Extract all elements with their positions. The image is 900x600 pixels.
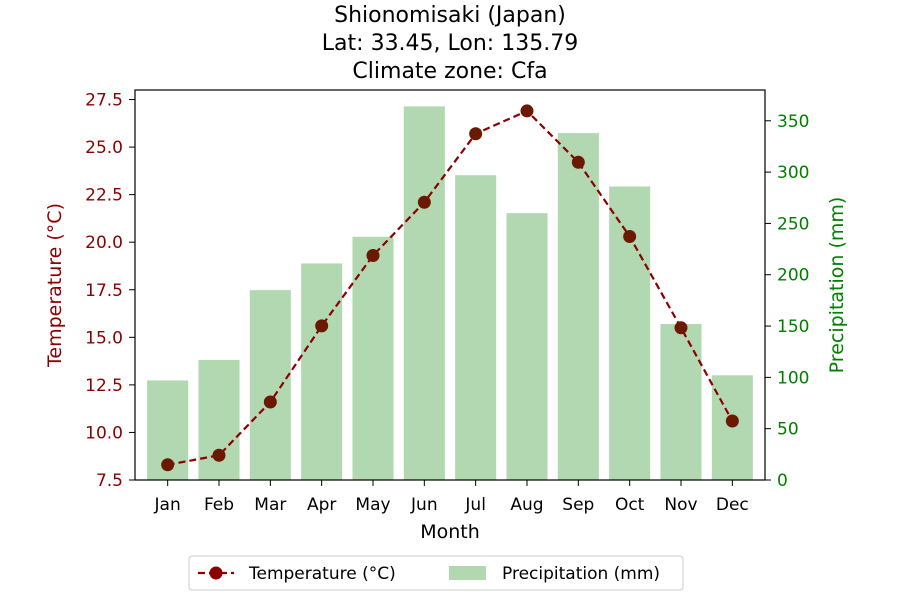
x-tick-label: Jul <box>464 495 486 515</box>
precipitation-bar-mar <box>249 290 291 480</box>
right-tick-label: 250 <box>777 214 809 234</box>
precipitation-bar-nov <box>660 324 702 480</box>
x-tick-label: Dec <box>716 495 749 515</box>
x-tick-label: Mar <box>254 495 286 515</box>
temperature-point-jul <box>469 127 483 141</box>
temperature-line <box>161 104 739 472</box>
precipitation-bars <box>147 106 753 480</box>
temperature-point-sep <box>571 155 585 169</box>
precipitation-bar-aug <box>506 213 548 480</box>
temperature-series-line <box>167 109 734 466</box>
chart-title: Shionomisaki (Japan) Lat: 33.45, Lon: 13… <box>322 3 578 84</box>
legend-box <box>188 555 684 591</box>
legend: Temperature (°C) Precipitation (mm) <box>188 555 684 591</box>
left-tick-label: 7.5 <box>96 471 123 491</box>
precipitation-bar-jul <box>455 175 497 480</box>
temperature-point-nov <box>674 321 688 335</box>
right-tick-label: 200 <box>777 266 809 286</box>
x-tick-label: Jun <box>410 495 438 515</box>
title-line-1: Shionomisaki (Japan) <box>334 3 566 28</box>
plot-frame <box>134 89 766 481</box>
legend-temperature-label: Temperature (°C) <box>248 564 396 584</box>
temperature-point-mar <box>263 395 277 409</box>
x-tick-label: Aug <box>510 495 543 515</box>
right-tick-label: 150 <box>777 317 809 337</box>
left-tick-label: 10.0 <box>85 423 123 443</box>
left-axis-label: Temperature (°C) <box>44 203 66 368</box>
left-tick-label: 17.5 <box>85 281 123 301</box>
x-tick-label: Apr <box>307 495 336 515</box>
left-tick-label: 25.0 <box>85 138 123 158</box>
left-tick-label: 20.0 <box>85 233 123 253</box>
precipitation-bar-feb <box>198 359 240 480</box>
x-axis: Jan Feb Mar Apr May Jun Jul Aug Sep Oct Nov Dec <box>154 480 749 515</box>
right-axis: 0 50 100 150 200 250 300 350 <box>765 112 809 491</box>
precipitation-bar-sep <box>557 133 599 480</box>
right-axis-label: Precipitation (mm) <box>826 197 848 374</box>
temperature-point-feb <box>212 448 226 462</box>
right-tick-label: 100 <box>777 368 809 388</box>
x-tick-label: May <box>355 495 390 515</box>
x-axis-label: Month <box>420 521 480 543</box>
precipitation-bar-apr <box>301 263 343 480</box>
temperature-point-aug <box>520 104 534 118</box>
temperature-point-jan <box>161 458 175 472</box>
left-tick-label: 22.5 <box>85 186 123 206</box>
x-tick-label: Nov <box>664 495 697 515</box>
title-line-3: Climate zone: Cfa <box>352 59 547 84</box>
temperature-point-may <box>366 249 380 263</box>
right-tick-label: 300 <box>777 163 809 183</box>
x-tick-label: Feb <box>204 495 234 515</box>
legend-precipitation-label: Precipitation (mm) <box>502 564 660 584</box>
left-axis: 7.5 10.0 12.5 15.0 17.5 20.0 22.5 25.0 27.5 <box>85 91 135 491</box>
temperature-point-dec <box>725 414 739 428</box>
temperature-point-oct <box>623 229 637 243</box>
x-tick-label: Oct <box>615 495 645 515</box>
precipitation-bar-jun <box>403 106 445 480</box>
temperature-point-apr <box>315 319 329 333</box>
temperature-point-jun <box>417 195 431 209</box>
right-tick-label: 350 <box>777 112 809 132</box>
legend-precipitation-swatch <box>449 566 486 580</box>
precipitation-bar-dec <box>711 375 753 480</box>
right-tick-label: 0 <box>777 471 788 491</box>
left-tick-label: 27.5 <box>85 91 123 111</box>
left-tick-label: 15.0 <box>85 328 123 348</box>
right-tick-label: 50 <box>777 420 799 440</box>
precipitation-bar-may <box>352 236 394 480</box>
x-tick-label: Sep <box>562 495 594 515</box>
legend-temperature-marker <box>209 566 223 580</box>
left-tick-label: 12.5 <box>85 376 123 396</box>
x-tick-label: Jan <box>154 495 181 515</box>
title-line-2: Lat: 33.45, Lon: 135.79 <box>322 31 578 56</box>
